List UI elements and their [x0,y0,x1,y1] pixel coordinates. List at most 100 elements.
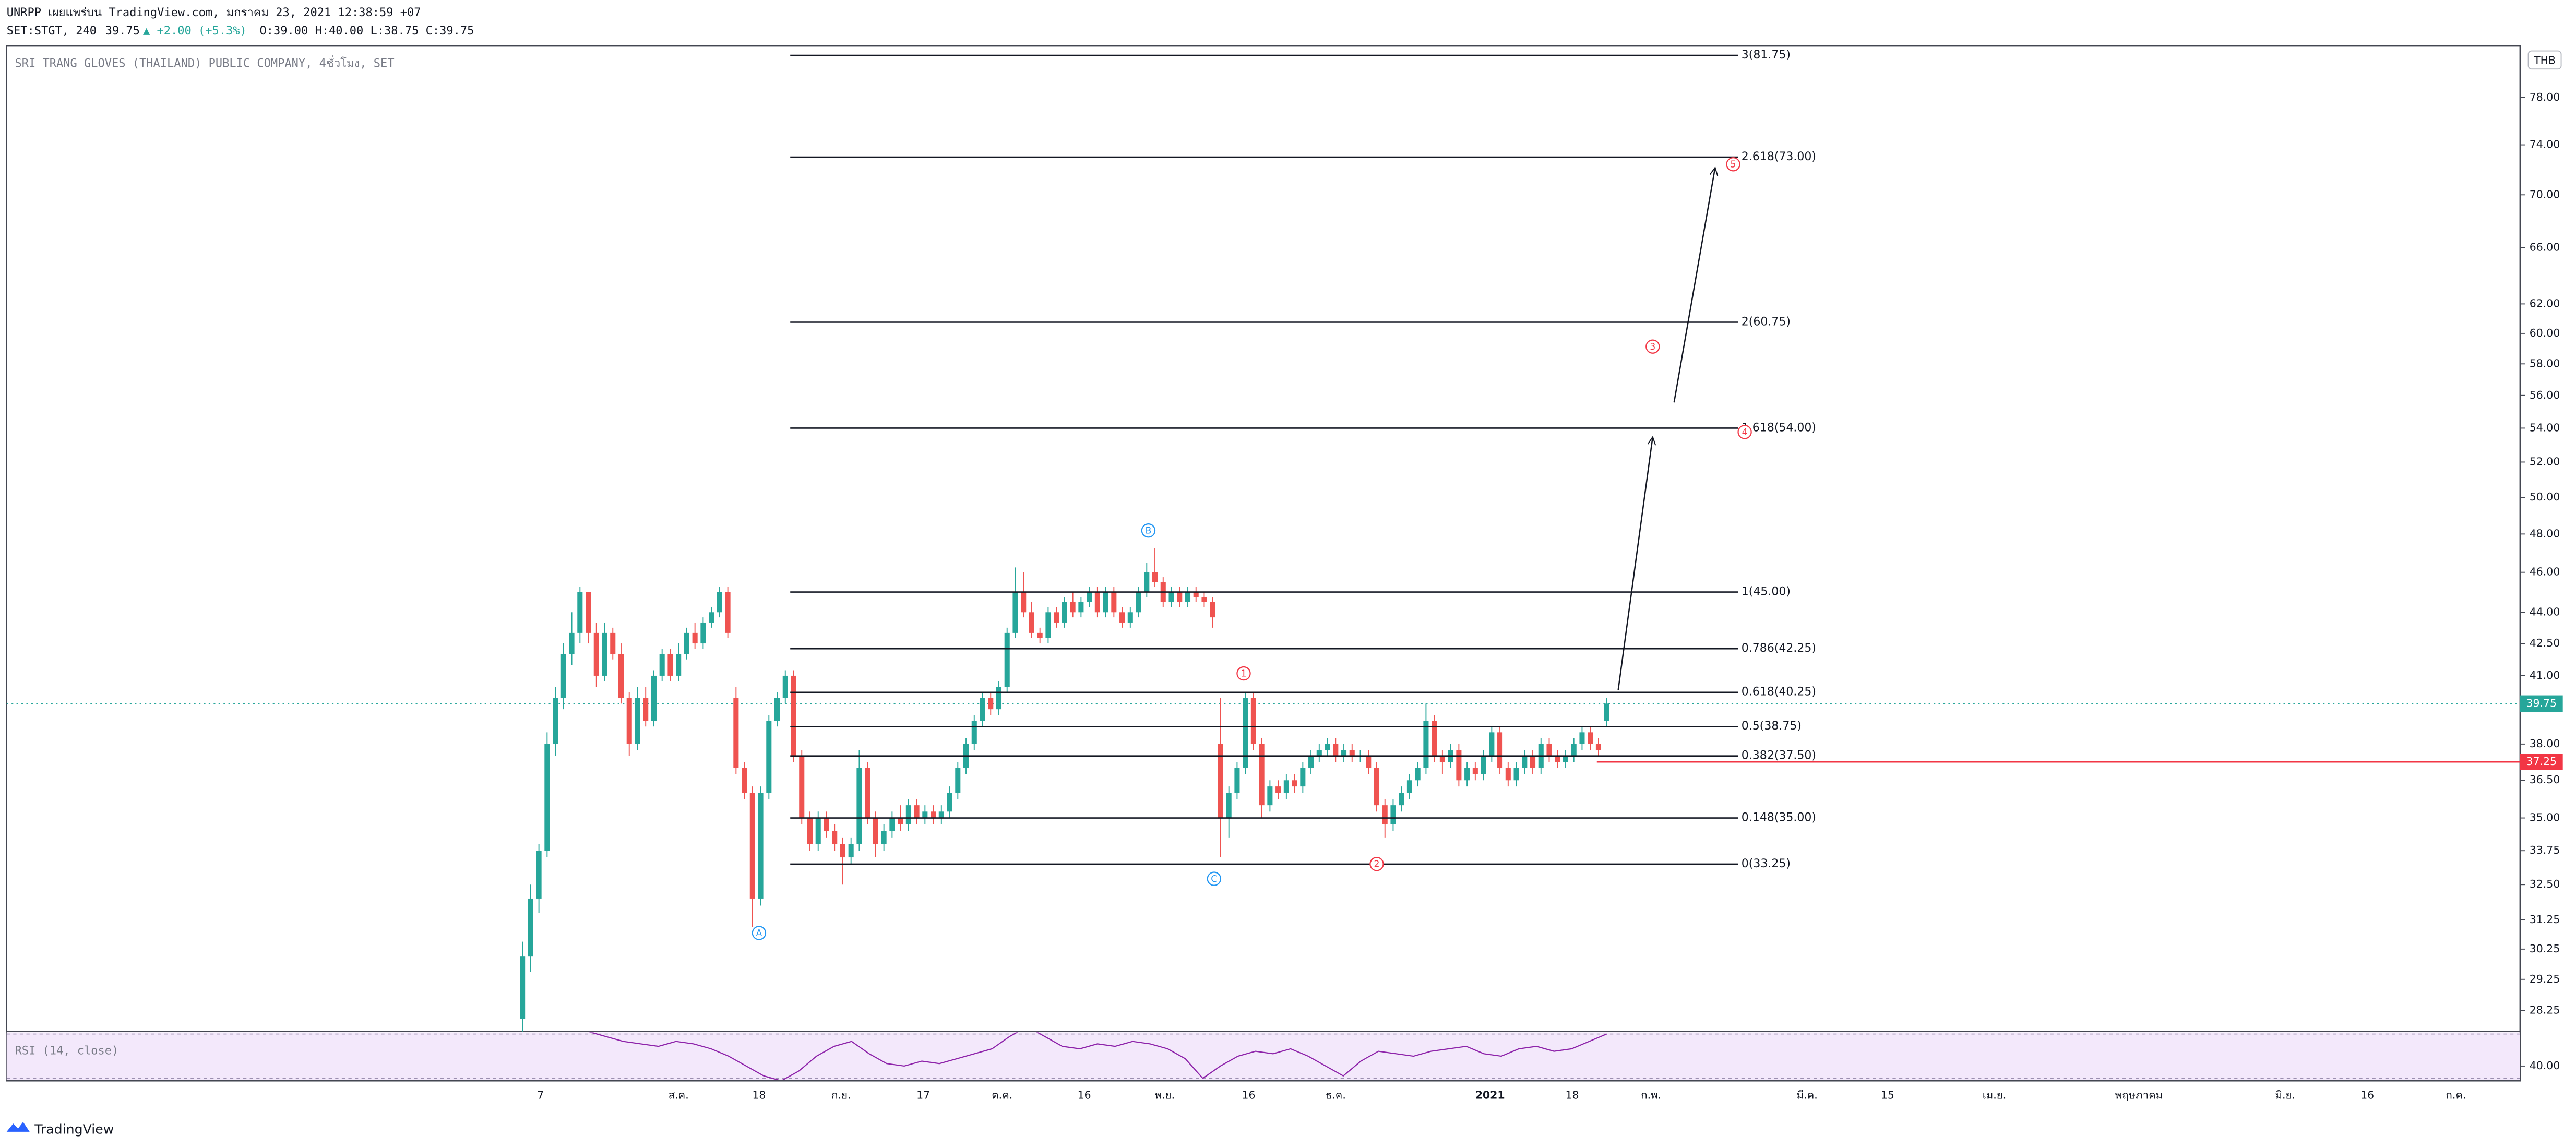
candle-body [659,654,665,676]
candle-body [1489,732,1495,756]
header-line: UNRPP เผยแพร่บน TradingView.com, มกราคม … [7,6,421,19]
last-price-tag [2520,695,2563,712]
candle-body [569,632,575,654]
y-tick-label: 32.50 [2530,878,2560,890]
candle-body [618,654,624,698]
wave-label: 2 [1374,859,1379,870]
candle-body [1243,698,1248,768]
rsi-pane [589,1032,1607,1080]
candle-body [528,898,533,957]
y-tick-label: 33.75 [2530,844,2560,856]
wave-label: A [756,928,762,939]
x-tick-label: มิ.ย. [2275,1089,2295,1102]
x-tick-label: ก.พ. [1641,1089,1661,1102]
candle-body [1259,744,1265,806]
y-tick-label: 52.00 [2530,455,2560,468]
candle-body [1432,721,1437,756]
rsi-band [6,1032,2520,1080]
candle-body [799,756,805,818]
candle-body [1275,786,1281,793]
x-tick-label: 18 [752,1089,766,1102]
symbol: SET:STGT, 240 [7,25,97,38]
candle-body [1283,780,1289,793]
candle-body [667,654,673,676]
candle-body [1029,612,1034,633]
candle-body [593,632,599,676]
change: ▲ +2.00 (+5.3%) [143,25,247,38]
candle-body [692,632,698,644]
fib-label: 3(81.75) [1742,49,1791,62]
wave-label: B [1145,526,1151,536]
candle-body [1439,756,1445,762]
fib-label: 0.5(38.75) [1742,720,1802,733]
x-tick-label: ธ.ค. [1326,1089,1346,1102]
last-price-label: 39.75 [2526,697,2557,709]
wave-circle [1236,666,1251,681]
y-tick-label: 41.00 [2530,669,2560,681]
y-tick-label: 58.00 [2530,357,2560,369]
candle-body [536,851,542,899]
candle-body [980,698,985,721]
x-tick-label: พฤษภาคม [2115,1089,2163,1102]
y-tick-label: 36.50 [2530,773,2560,786]
candle-body [635,698,640,744]
candle-body [914,805,920,818]
last-value: 39.75 [105,25,140,38]
fib-label: 0(33.25) [1742,857,1791,870]
candle-body [1406,780,1412,793]
candle-body [1472,768,1478,774]
candle-body [749,793,755,899]
candle-body [1382,805,1388,824]
candle-body [1292,780,1297,787]
y-tick-label: 30.25 [2530,942,2560,955]
candle-body [1185,592,1191,602]
candle-body [577,592,583,633]
candle-body [766,721,772,793]
candle-body [1571,744,1577,756]
wave-circle [1207,871,1222,886]
x-tick-label: 15 [1881,1089,1894,1102]
candle-body [824,818,829,831]
x-tick-label: มี.ค. [1797,1089,1818,1102]
candle-body [1136,592,1141,613]
y-tick-label: 44.00 [2530,605,2560,618]
candle-body [1604,703,1609,721]
fib-label: 1.618(54.00) [1742,421,1816,434]
candle-body [1037,632,1043,638]
candle-body [832,831,838,844]
candle-body [610,632,616,654]
wave-circle [752,926,767,940]
candle-body [1012,592,1018,633]
y-tick-label: 54.00 [2530,421,2560,434]
candle-body [1234,768,1240,793]
wave-label: 4 [1742,427,1748,438]
candle-body [955,768,961,793]
chart-title: SRI TRANG GLOVES (THAILAND) PUBLIC COMPA… [15,55,394,70]
fib-label: 1(45.00) [1742,585,1791,599]
x-tick-label: เม.ย. [1983,1089,2006,1102]
x-tick-label: พ.ย. [1155,1089,1175,1102]
candle-body [1004,632,1010,687]
candle-body [1152,572,1158,582]
wave-circle [1726,157,1740,172]
candle-body [1481,756,1486,774]
candle-body [1497,732,1503,768]
y-tick-label: 38.00 [2530,737,2560,750]
candle-body [733,698,739,768]
candle-body [1078,602,1084,613]
candle-body [922,811,928,818]
currency: THB [2533,54,2556,66]
candle-body [815,818,821,844]
candle-body [1250,698,1256,744]
candle-body [585,592,591,633]
candle-body [1094,592,1100,613]
candle-body [988,698,994,710]
candle-body [1374,768,1380,806]
candle-body [1218,744,1223,818]
candle-body [684,632,689,654]
rsi-tick-label: 40.00 [2530,1059,2560,1072]
y-tick-label: 48.00 [2530,527,2560,540]
candle-body [1087,592,1092,602]
